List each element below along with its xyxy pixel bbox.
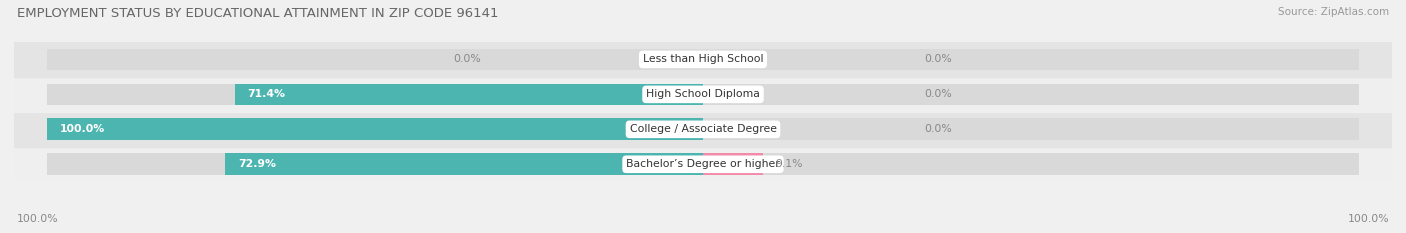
Text: 100.0%: 100.0% <box>17 214 59 224</box>
Text: 0.0%: 0.0% <box>925 55 952 64</box>
Bar <box>703 154 1360 175</box>
Bar <box>703 118 1360 140</box>
Bar <box>703 49 1360 70</box>
Bar <box>14 42 1392 77</box>
Bar <box>46 154 703 175</box>
Text: Source: ZipAtlas.com: Source: ZipAtlas.com <box>1278 7 1389 17</box>
Text: College / Associate Degree: College / Associate Degree <box>630 124 776 134</box>
Bar <box>46 118 703 140</box>
Text: 72.9%: 72.9% <box>238 159 276 169</box>
Text: 0.0%: 0.0% <box>925 124 952 134</box>
Text: EMPLOYMENT STATUS BY EDUCATIONAL ATTAINMENT IN ZIP CODE 96141: EMPLOYMENT STATUS BY EDUCATIONAL ATTAINM… <box>17 7 498 20</box>
Text: 0.0%: 0.0% <box>925 89 952 99</box>
Text: 0.0%: 0.0% <box>454 55 481 64</box>
Text: 71.4%: 71.4% <box>247 89 285 99</box>
Bar <box>14 147 1392 182</box>
Bar <box>46 118 703 140</box>
Text: Bachelor’s Degree or higher: Bachelor’s Degree or higher <box>626 159 780 169</box>
Bar <box>703 84 1360 105</box>
Text: High School Diploma: High School Diploma <box>647 89 759 99</box>
Text: 100.0%: 100.0% <box>60 124 105 134</box>
Text: 9.1%: 9.1% <box>776 159 803 169</box>
Bar <box>14 77 1392 112</box>
Text: 100.0%: 100.0% <box>1347 214 1389 224</box>
Bar <box>703 154 762 175</box>
Bar <box>235 84 703 105</box>
Bar <box>225 154 703 175</box>
Text: Less than High School: Less than High School <box>643 55 763 64</box>
Bar <box>46 49 703 70</box>
Bar <box>46 84 703 105</box>
Bar <box>14 112 1392 147</box>
